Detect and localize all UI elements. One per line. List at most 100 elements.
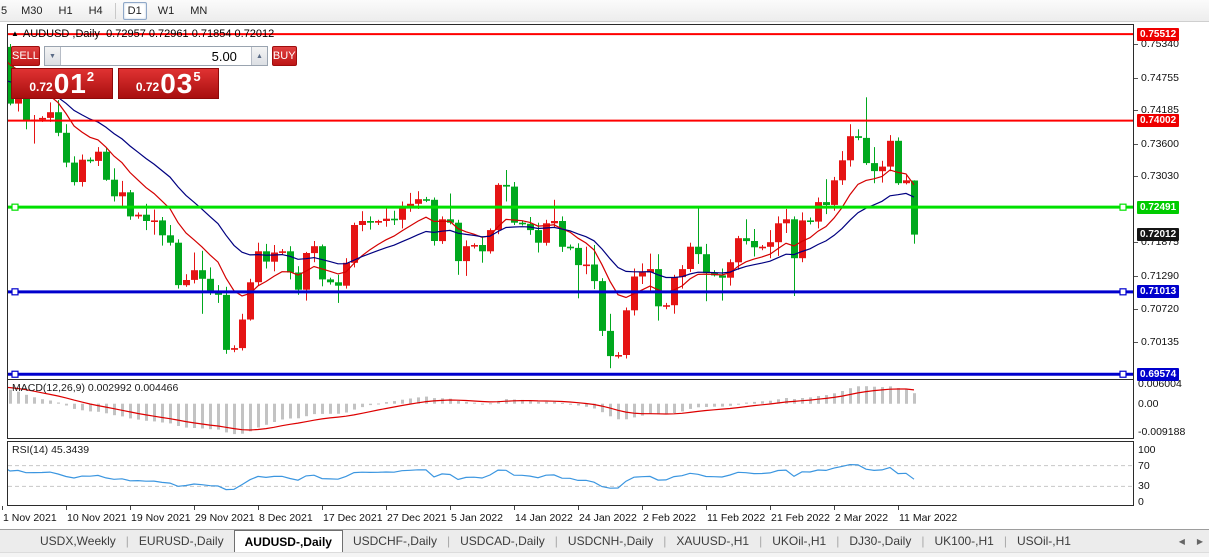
price-tick-label: 0.73030	[1141, 170, 1179, 183]
volume-increase-button[interactable]: ▲	[250, 47, 267, 65]
time-axis[interactable]: 1 Nov 2021 10 Nov 2021 19 Nov 2021 29 Nov 2…	[0, 505, 1134, 529]
rsi-axis-label: 30	[1138, 480, 1150, 493]
time-tick	[834, 506, 835, 510]
timeframe-button-d1[interactable]: D1	[122, 1, 147, 20]
time-tick-label: 2 Mar 2022	[835, 512, 889, 524]
time-tick-label: 14 Jan 2022	[515, 512, 573, 524]
chart-tab-dj30[interactable]: DJ30-,Daily	[849, 534, 912, 548]
macd-signal-line	[8, 386, 915, 431]
rsi-chart	[8, 463, 1133, 491]
chart-tab-usdx[interactable]: USDX,Weekly	[40, 534, 116, 548]
price-tick	[1134, 176, 1138, 178]
bid-price-display[interactable]: 0.72 01 2	[11, 68, 113, 99]
chart-tab-uk100[interactable]: UK100-,H1	[934, 534, 994, 548]
line-drag-handle[interactable]	[11, 288, 19, 296]
macd-indicator-pane[interactable]: MACD(12,26,9) 0.002992 0.004466	[7, 379, 1134, 439]
time-tick	[194, 506, 195, 510]
ask-prefix: 0.72	[135, 80, 160, 94]
price-tick-label: 0.70720	[1141, 302, 1179, 315]
chart-title: ▲ AUDUSD ,Daily 0.72957 0.72961 0.71854 0…	[11, 28, 274, 40]
timeframe-button-mn[interactable]: MN	[190, 4, 208, 17]
macd-axis-label: 0.006004	[1138, 378, 1182, 390]
moving-average-10	[8, 61, 915, 299]
candlestick-chart	[8, 33, 1133, 378]
buy-button[interactable]: BUY	[271, 46, 297, 66]
chart-tab-usoil[interactable]: USOil-,H1	[1016, 534, 1071, 548]
time-tick-label: 19 Nov 2021	[131, 512, 191, 524]
line-drag-handle[interactable]	[1119, 288, 1127, 296]
price-tick	[1134, 342, 1138, 344]
timeframe-button-h1[interactable]: H1	[58, 4, 73, 17]
chart-tab-usdcnh[interactable]: USDCNH-,Daily	[567, 534, 654, 548]
rsi-label: RSI(14) 45.3439	[12, 444, 90, 456]
tabs-scroll-right-icon[interactable]: ▶	[1196, 536, 1203, 546]
line-drag-handle[interactable]	[1119, 203, 1127, 211]
chart-tab-eurusd[interactable]: EURUSD-,Daily	[138, 534, 224, 548]
macd-chart	[8, 386, 916, 435]
timeframe-toolbar: 5 M30 H1 H4 D1 W1 MN	[0, 0, 1209, 22]
line-drag-handle[interactable]	[1119, 370, 1127, 378]
time-tick	[642, 506, 643, 510]
price-axis[interactable]: 0.006004 0.00 -0.009188 100 70 30 0 0.75340 0.74…	[1134, 22, 1209, 512]
price-tick-label: 0.71290	[1141, 269, 1179, 282]
time-tick	[514, 506, 515, 510]
chart-tab-bar: USDX,Weekly | EURUSD-,Daily AUDUSD-,Daily US…	[0, 529, 1209, 552]
chart-ohlc-values: 0.72957 0.72961 0.71854 0.72012	[106, 28, 275, 40]
time-tick	[2, 506, 3, 510]
price-tick-label: 0.74185	[1141, 104, 1179, 117]
price-tick	[1134, 275, 1138, 277]
time-tick-label: 10 Nov 2021	[67, 512, 127, 524]
horizontal-line-0.69574[interactable]	[8, 370, 1133, 378]
chevron-down-icon: ▼	[48, 52, 56, 60]
chart-tab-usdcad[interactable]: USDCAD-,Daily	[460, 534, 545, 548]
main-chart-pane[interactable]: ▲ AUDUSD ,Daily 0.72957 0.72961 0.71854 0…	[7, 24, 1134, 380]
timeframe-button-m30[interactable]: M30	[21, 4, 43, 17]
price-tick-label: 0.70135	[1141, 336, 1179, 349]
tab-divider: |	[759, 534, 763, 548]
time-tick-label: 21 Feb 2022	[771, 512, 830, 524]
volume-input[interactable]	[60, 47, 251, 65]
time-tick-label: 11 Mar 2022	[899, 512, 958, 524]
time-tick	[770, 506, 771, 510]
moving-average-21	[8, 80, 915, 279]
chart-tab-ukoil[interactable]: UKOil-,H1	[772, 534, 827, 548]
volume-decrease-button[interactable]: ▼	[44, 47, 61, 65]
price-tick	[1134, 44, 1138, 45]
horizontal-line-0.72491[interactable]	[8, 203, 1133, 211]
panel-collapse-icon[interactable]: ▲	[11, 29, 19, 38]
tabs-scroll-left-icon[interactable]: ◀	[1178, 536, 1185, 546]
one-click-trade-panel: SELL ▼ ▲ BUY 0.72 01 2	[11, 46, 297, 99]
rsi-axis-label: 100	[1138, 444, 1156, 456]
time-tick-label: 24 Jan 2022	[579, 512, 637, 524]
bid-big-digits: 01	[53, 68, 87, 99]
time-tick	[898, 506, 899, 510]
chart-tab-audusd[interactable]: AUDUSD-,Daily	[233, 530, 343, 552]
line-drag-handle[interactable]	[11, 370, 19, 378]
time-tick-label: 5 Jan 2022	[451, 512, 503, 524]
sell-button[interactable]: SELL	[11, 46, 40, 66]
price-marker-badge: 0.75512	[1137, 27, 1180, 41]
timeframe-button-5[interactable]: 5	[1, 4, 8, 17]
line-drag-handle[interactable]	[11, 203, 19, 211]
status-strip	[0, 552, 1209, 557]
time-tick-label: 29 Nov 2021	[195, 512, 255, 524]
chart-area: ▲ AUDUSD ,Daily 0.72957 0.72961 0.71854 0…	[0, 22, 1209, 529]
rsi-indicator-pane[interactable]: RSI(14) 45.3439	[7, 441, 1134, 506]
price-marker-badge: 0.69574	[1137, 367, 1180, 381]
price-tick-label: 0.75340	[1141, 38, 1179, 50]
timeframe-button-w1[interactable]: W1	[157, 4, 175, 17]
horizontal-line-0.71013[interactable]	[8, 288, 1133, 296]
ask-price-display[interactable]: 0.72 03 5	[117, 68, 219, 99]
chart-tab-xauusd[interactable]: XAUUSD-,H1	[676, 534, 750, 548]
time-tick	[258, 506, 259, 510]
tab-divider: |	[125, 534, 129, 548]
tab-divider: |	[921, 534, 925, 548]
timeframe-button-h4[interactable]: H4	[88, 4, 103, 17]
chart-tab-usdchf[interactable]: USDCHF-,Daily	[352, 534, 437, 548]
price-tick	[1134, 308, 1138, 310]
time-tick-label: 1 Nov 2021	[3, 512, 57, 524]
time-tick-label: 2 Feb 2022	[643, 512, 697, 524]
time-tick	[450, 506, 451, 510]
time-tick-label: 17 Dec 2021	[323, 512, 383, 524]
macd-axis-label: 0.00	[1138, 397, 1159, 410]
